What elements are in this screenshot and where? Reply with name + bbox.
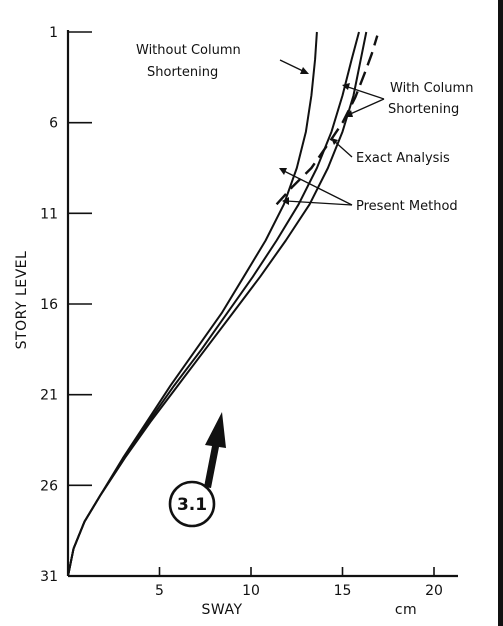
x-tick-label: 10	[242, 583, 260, 599]
x-axis-unit: cm	[395, 602, 417, 618]
x-tick-label: 20	[425, 583, 443, 599]
arrowhead-with-1-icon	[342, 83, 350, 90]
leader-exact	[332, 139, 353, 158]
leader-without	[279, 59, 306, 73]
leader-present-2	[285, 200, 353, 206]
series-with-shortening	[67, 31, 368, 577]
y-tick-label: 16	[40, 297, 58, 313]
leader-with-1	[344, 85, 385, 100]
figure-badge: 3.1	[168, 412, 226, 528]
arrowhead-exact-icon	[331, 138, 338, 145]
series-group	[67, 31, 379, 577]
y-tick-label: 26	[40, 478, 58, 494]
annotation-without-line2: Shortening	[147, 65, 218, 80]
y-axis-title: STORY LEVEL	[14, 251, 30, 350]
badge-label: 3.1	[177, 495, 207, 515]
annotation-with-line1: With Column	[390, 81, 473, 96]
x-tick-label: 5	[155, 583, 164, 599]
series-exact-analysis	[275, 35, 379, 206]
x-tick-label: 15	[334, 583, 352, 599]
series-present-method	[67, 31, 360, 577]
y-tick-label: 31	[40, 569, 58, 585]
y-tick-label: 6	[49, 116, 58, 132]
y-tick-label: 21	[40, 388, 58, 404]
annotation-without-line1: Without Column	[136, 43, 241, 58]
page-edge	[498, 0, 503, 626]
y-tick-label: 11	[40, 206, 58, 222]
y-tick-label: 1	[49, 25, 58, 41]
arrowhead-present-1-icon	[279, 168, 287, 175]
x-axis-title: SWAY	[201, 602, 242, 618]
annotation-with-line2: Shortening	[388, 102, 459, 117]
annotation-group: Without Column Shortening With Column Sh…	[136, 43, 473, 214]
arrowhead-with-2-icon	[345, 110, 353, 117]
leader-with-2	[347, 98, 385, 116]
arrowhead-without-icon	[300, 67, 309, 74]
annotation-exact: Exact Analysis	[356, 151, 450, 166]
badge-circle	[168, 480, 216, 528]
leader-present-1	[281, 169, 353, 206]
annotation-present: Present Method	[356, 199, 458, 214]
badge-arrow-icon	[204, 412, 226, 488]
arrowhead-present-2-icon	[282, 197, 289, 205]
